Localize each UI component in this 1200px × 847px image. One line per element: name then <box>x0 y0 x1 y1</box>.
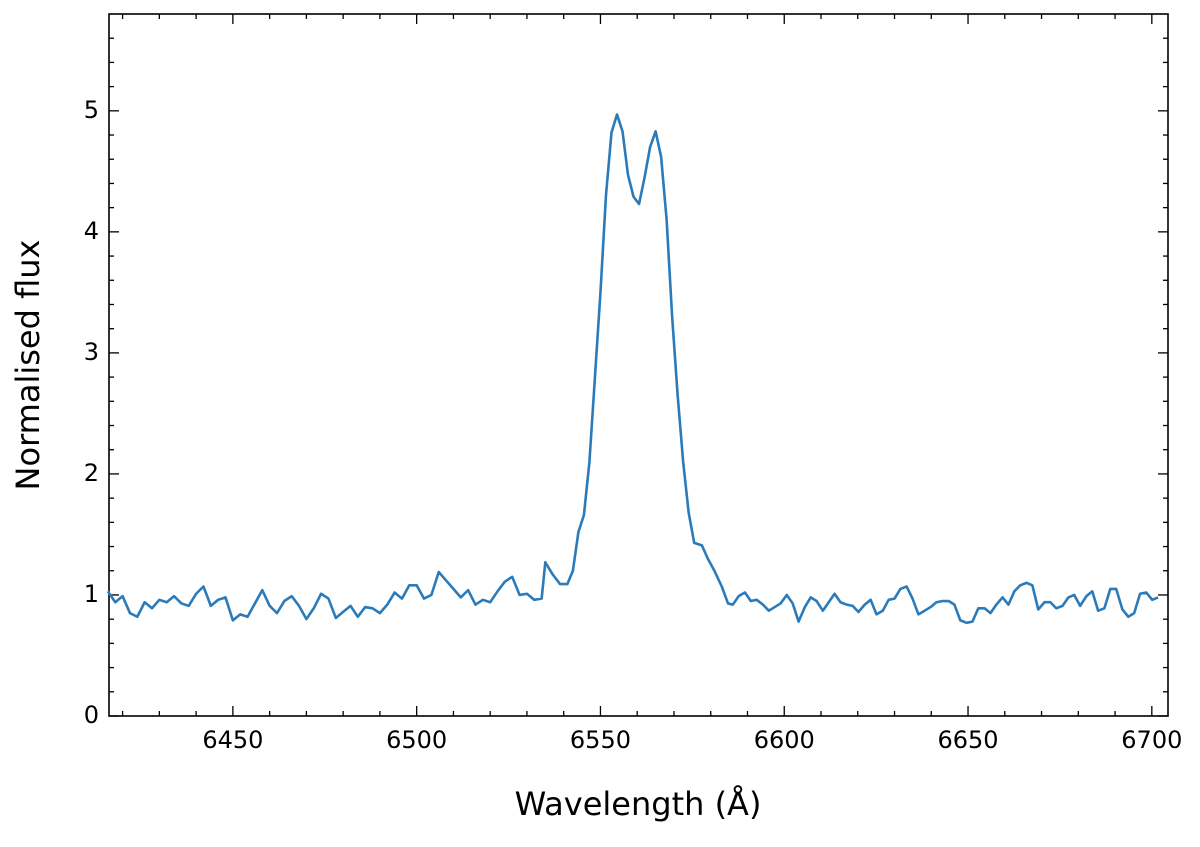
x-tick-label: 6700 <box>1121 726 1182 754</box>
y-tick-label: 2 <box>84 459 99 487</box>
x-tick-label: 6450 <box>202 726 263 754</box>
y-axis-label: Normalised flux <box>9 240 47 491</box>
x-tick-label: 6500 <box>386 726 447 754</box>
y-tick-label: 1 <box>84 580 99 608</box>
spectrum-line <box>106 113 1159 625</box>
x-tick-label: 6650 <box>937 726 998 754</box>
x-axis-label: Wavelength (Å) <box>515 785 762 823</box>
y-tick-label: 5 <box>84 96 99 124</box>
x-tick-label: 6550 <box>570 726 631 754</box>
y-tick-label: 3 <box>84 338 99 366</box>
x-tick-label: 6600 <box>754 726 815 754</box>
y-tick-label: 0 <box>84 701 99 729</box>
plot-frame <box>108 13 1169 717</box>
y-tick-label: 4 <box>84 217 99 245</box>
